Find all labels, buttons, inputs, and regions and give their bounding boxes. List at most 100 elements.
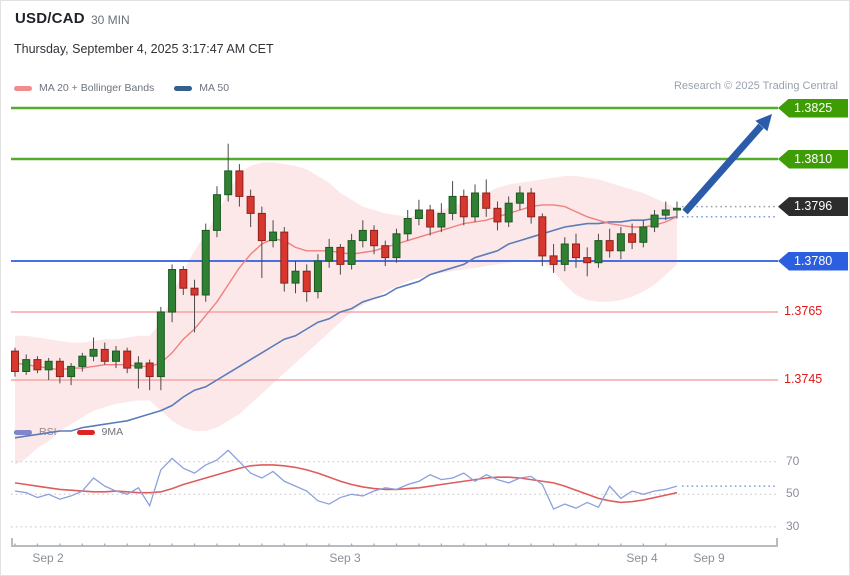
candle-down [100,348,109,362]
bollinger-band-area [15,162,677,465]
candle-up [313,260,322,293]
legend-item-rsi: RSI [14,426,57,438]
x-axis-label-sep-9: Sep 9 [693,551,725,565]
candle-up [661,209,670,216]
candle-down [482,192,491,209]
candle-down [33,359,42,371]
candle-up [437,212,446,228]
candle-up [22,359,31,373]
candle-up [269,231,278,242]
candle-down [179,269,188,289]
x-axis-label-sep-4: Sep 4 [626,551,658,565]
candle-down [549,255,558,265]
bullish-arrow-shaft [682,123,764,215]
candle-up [504,202,513,223]
candle-down [11,350,19,373]
candle-down [572,243,580,259]
rsi-9ma-line [14,464,678,504]
rsi-plot-area[interactable] [11,446,778,541]
candle-up [515,192,524,204]
rsi-scale-label-30: 30 [786,518,800,533]
candle-up [347,240,356,265]
main-chart-legend: MA 20 + Bollinger Bands MA 50 [14,82,241,94]
x-axis-label-sep-2: Sep 2 [32,551,64,565]
bullish-arrow-head-icon [755,114,772,132]
candle-up [392,233,401,259]
candle-down [246,195,255,214]
ma20-bollinger-swatch-icon [14,85,32,91]
candle-up [134,362,143,369]
candle-up [212,194,221,231]
candle-down [527,192,536,218]
rsi-line [14,449,678,510]
candle-down [302,270,311,293]
price-tag-1.3780: 1.3780 [778,251,848,271]
x-axis-label-sep-3: Sep 3 [329,551,361,565]
price-tag-1.3810: 1.3810 [778,149,848,169]
legend-label: MA 20 + Bollinger Bands [39,82,155,94]
candle-down [628,233,637,243]
datetime-label: Thursday, September 4, 2025 3:17:47 AM C… [14,42,274,56]
candle-down [123,350,132,369]
candle-up [201,229,210,296]
price-tag-1.3796: 1.3796 [778,197,848,217]
legend-label: MA 50 [199,82,230,94]
candle-up [111,350,120,362]
candle-up [403,218,412,235]
ma50-line [14,216,678,439]
candle-down [381,245,390,259]
candle-down [583,257,592,264]
candle-up [78,355,87,367]
candle-up [44,360,53,371]
candle-up [156,311,165,378]
rsi-scale-label-70: 70 [786,453,800,468]
legend-label: 9MA [101,426,124,438]
candle-up [224,170,233,196]
legend-item-ma50: MA 50 [174,82,229,94]
candle-down [605,240,614,252]
legend-label: RSI [39,426,57,438]
rsi-scale-label-50: 50 [786,486,800,501]
candle-up [448,195,457,214]
candle-down [538,216,547,257]
candle-up [650,214,659,228]
candle-down [493,207,502,223]
candle-up [414,209,423,219]
candle-down [235,170,244,197]
candle-down [145,362,154,378]
rsi-legend: RSI 9MA [14,426,135,438]
candle-up [358,229,367,242]
price-tag-1.3825: 1.3825 [778,98,848,118]
candle-up [325,246,334,262]
legend-item-9ma: 9MA [76,426,124,438]
legend-item-ma20-bollinger: MA 20 + Bollinger Bands [14,82,154,94]
candle-down [190,287,199,296]
copyright-label: Research © 2025 Trading Central [673,80,838,92]
candlestick-plot-area[interactable] [11,101,778,421]
rsi-swatch-icon [14,429,32,435]
candle-up [560,243,569,265]
candle-up [616,233,625,252]
rsi-9ma-swatch-icon [76,429,95,435]
candle-up [168,269,177,313]
candle-down [336,246,345,265]
candle-down [280,231,289,284]
candle-up [471,192,480,218]
price-text-1.3765: 1.3765 [784,304,823,318]
candle-down [55,360,64,378]
candle-down [257,212,266,242]
candle-down [459,195,468,218]
candle-up [67,365,76,378]
candle-up [639,226,648,243]
timeframe-label: 30 MIN [91,13,130,27]
candle-up [672,207,681,211]
ma50-swatch-icon [174,85,193,91]
price-text-1.3745: 1.3745 [784,372,823,386]
candle-down [426,209,435,228]
candle-down [370,229,379,247]
candle-up [89,348,98,357]
symbol-title: USD/CAD [15,10,85,27]
candle-up [291,270,300,284]
